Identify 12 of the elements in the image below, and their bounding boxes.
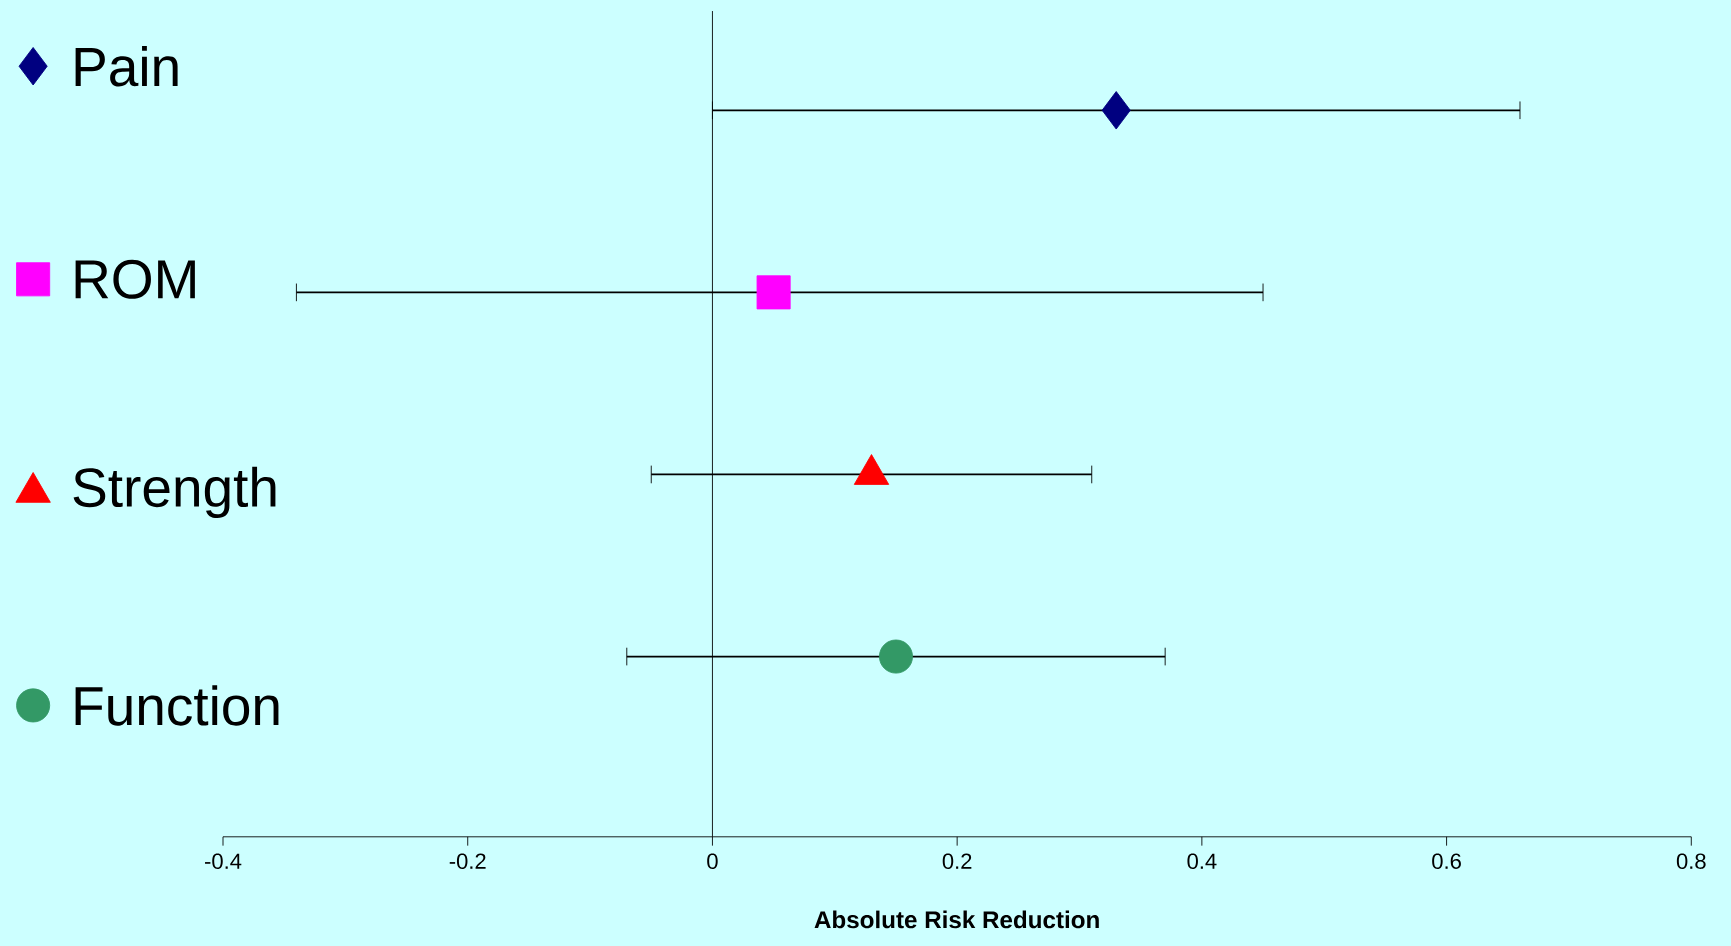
x-tick-label: 0.6	[1432, 853, 1461, 869]
x-tick-label: -0.4	[205, 853, 242, 869]
legend-label: Function	[75, 685, 279, 726]
x-tick-label: 0.8	[1676, 853, 1706, 869]
x-axis-title: Absolute Risk Reduction	[814, 910, 1099, 929]
legend-label: Strength	[73, 466, 276, 518]
legend-label: ROM	[75, 259, 195, 299]
x-tick-label: -0.2	[449, 853, 486, 869]
x-tick-label: 0	[707, 853, 718, 869]
x-tick-label: 0.4	[1187, 853, 1217, 869]
legend-label: Pain	[75, 46, 178, 87]
x-tick-label: 0.2	[942, 853, 972, 869]
